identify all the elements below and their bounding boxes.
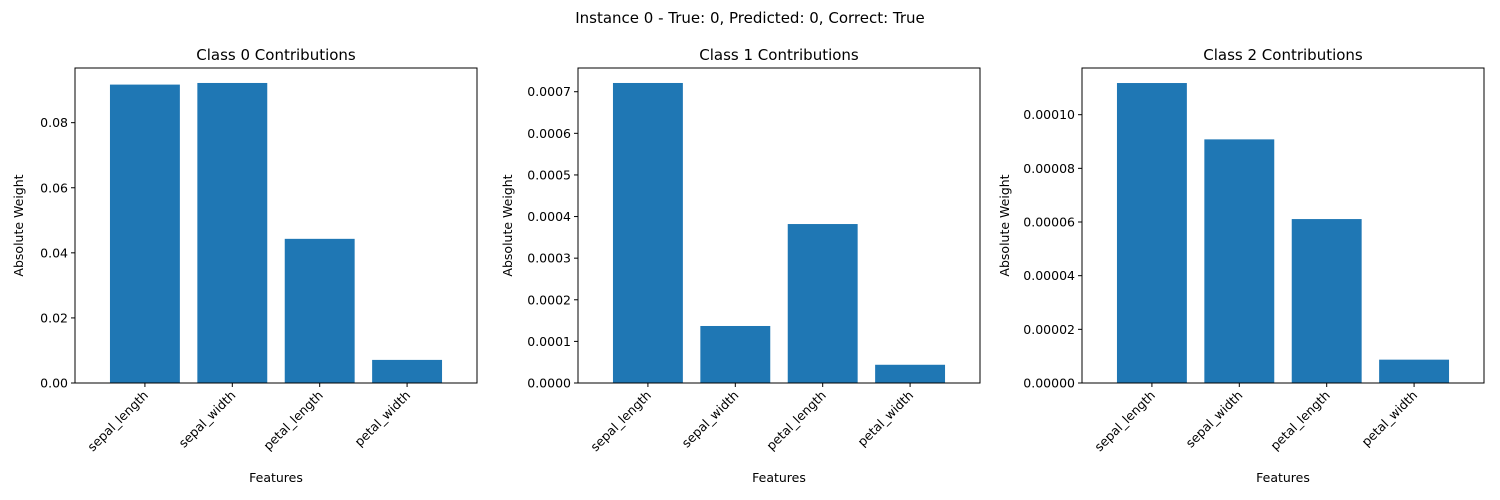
y-tick-label: 0.00004 [1023,268,1075,283]
y-tick-label: 0.06 [40,180,68,195]
subplot-class-2: 0.00000 0.00002 0.00004 0.00006 0.00008 0.000… [997,46,1485,485]
bar-sepal-width [1204,139,1275,383]
y-tick-label: 0.0004 [527,209,571,224]
y-tick-label: 0.0006 [527,126,571,141]
y-axis-label: Absolute Weight [11,174,26,276]
x-tick-label-petal-width: petal_width [351,388,413,450]
y-axis-label: Absolute Weight [500,174,515,276]
y-tick-label: 0.00002 [1023,322,1075,337]
y-tick-label: 0.0001 [527,334,571,349]
bar-petal-length [1291,219,1362,383]
bar-sepal-width [197,82,268,383]
y-tick-label: 0.00010 [1023,107,1075,122]
bar-sepal-length [109,84,180,383]
x-tick-label-petal-width: petal_width [1358,388,1420,450]
x-tick-label-petal-width: petal_width [854,388,916,450]
y-tick-label: 0.00008 [1023,161,1075,176]
y-tick-label: 0.0003 [527,251,571,266]
x-tick-label-petal-length: petal_length [260,388,326,454]
y-tick-label: 0.00006 [1023,215,1075,230]
x-tick-label-sepal-length: sepal_length [587,388,654,455]
y-tick-label: 0.0000 [527,376,571,391]
y-tick-label: 0.0005 [527,167,571,182]
y-tick-label: 0.08 [40,115,68,130]
figure-suptitle: Instance 0 - True: 0, Predicted: 0, Corr… [575,9,925,27]
subplot-class-0: 0.00 0.02 0.04 0.06 0.08 sepal_length sepal_wi… [11,46,478,485]
axes-frame [74,67,478,384]
y-tick-label: 0.0002 [527,292,571,307]
x-tick-label-petal-length: petal_length [763,388,829,454]
bar-petal-width [1379,359,1450,383]
subplot-class-1: 0.0000 0.0001 0.0002 0.0003 0.0004 0.0005 0.00… [500,46,981,485]
axes-frame [1081,67,1485,384]
x-axis-label: Features [249,470,303,485]
x-tick-label-sepal-width: sepal_width [176,388,239,451]
bar-petal-width [372,359,443,383]
y-axis-label: Absolute Weight [997,174,1012,276]
bar-petal-length [284,238,355,383]
y-tick-label: 0.00 [40,376,68,391]
bar-sepal-length [612,82,683,383]
subplots: 0.00 0.02 0.04 0.06 0.08 sepal_length sepal_wi… [11,46,1485,485]
bar-sepal-width [700,325,771,383]
subplot-title: Class 1 Contributions [699,46,859,64]
y-tick-label: 0.02 [40,310,68,325]
bar-petal-width [875,364,946,383]
y-tick-label: 0.00000 [1023,376,1075,391]
y-tick-label: 0.04 [40,245,68,260]
x-axis-label: Features [1256,470,1310,485]
subplot-title: Class 2 Contributions [1203,46,1363,64]
y-tick-label: 0.0007 [527,84,571,99]
x-tick-label-sepal-width: sepal_width [679,388,742,451]
x-tick-label-sepal-length: sepal_length [84,388,151,455]
bar-petal-length [787,224,858,383]
subplot-title: Class 0 Contributions [196,46,356,64]
bar-sepal-length [1116,83,1187,383]
x-tick-label-sepal-width: sepal_width [1183,388,1246,451]
axes-frame [577,67,981,384]
x-axis-label: Features [752,470,806,485]
x-tick-label-sepal-length: sepal_length [1091,388,1158,455]
x-tick-label-petal-length: petal_length [1267,388,1333,454]
